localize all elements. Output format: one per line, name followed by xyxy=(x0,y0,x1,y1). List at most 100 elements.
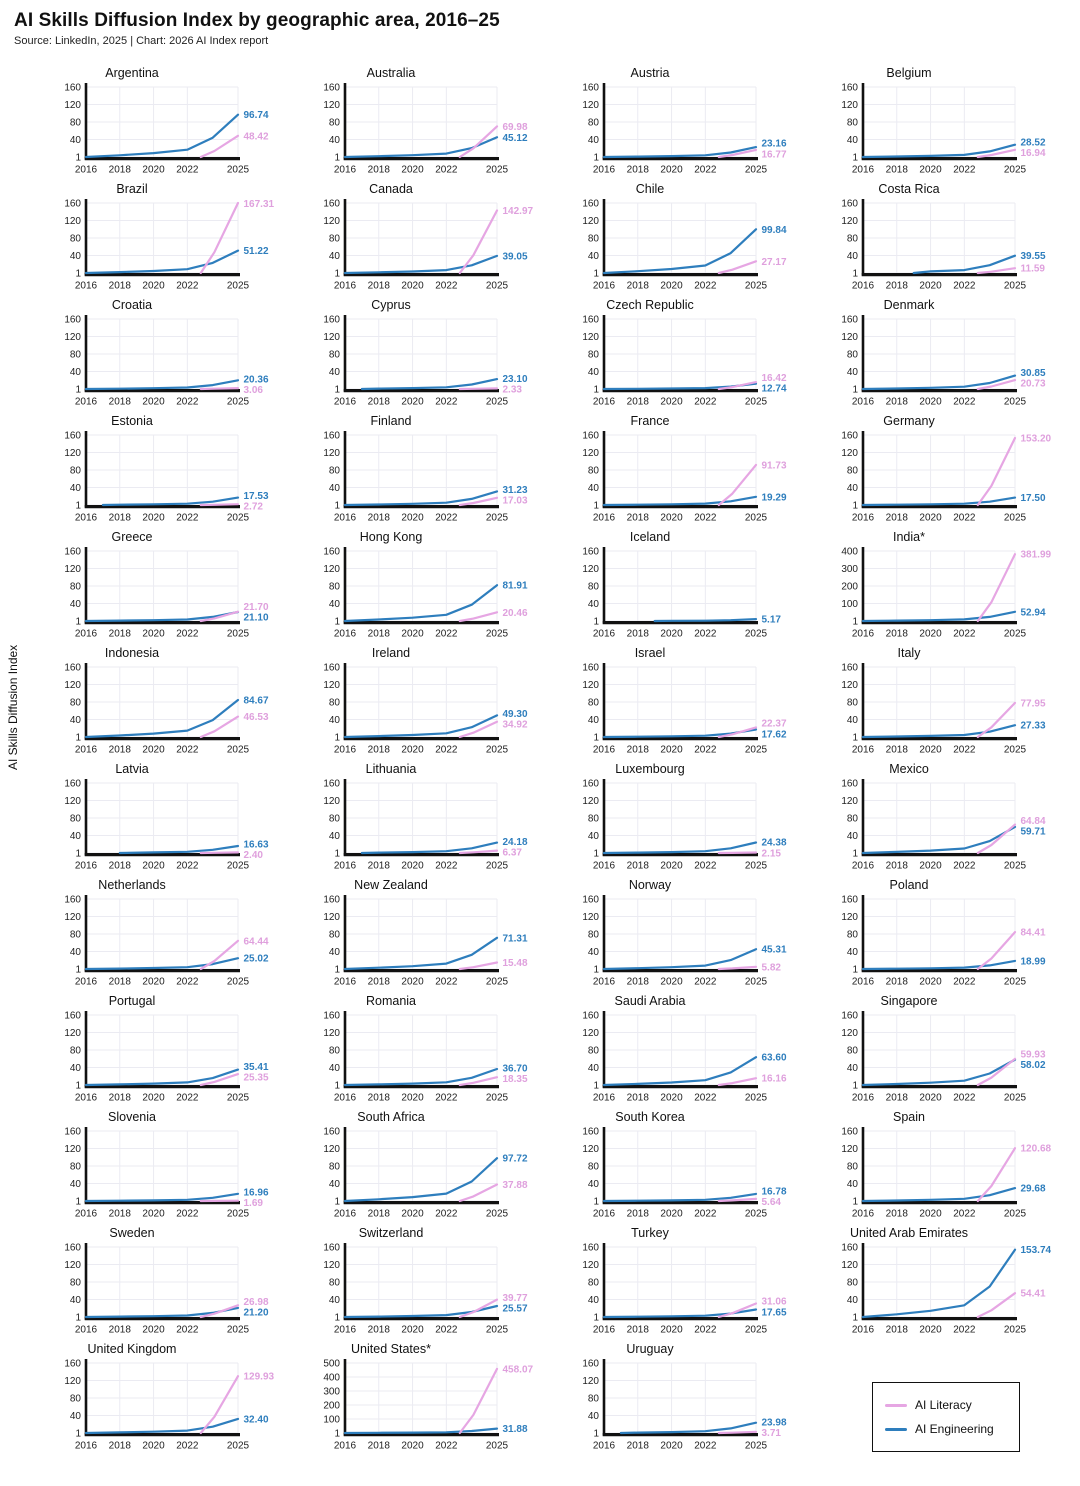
engineering-value-label: 45.31 xyxy=(762,945,787,956)
svg-text:120: 120 xyxy=(64,1144,81,1155)
svg-text:160: 160 xyxy=(323,663,340,674)
literacy-value-label: 37.88 xyxy=(503,1180,528,1191)
engineering-value-label: 23.98 xyxy=(762,1417,787,1428)
svg-text:160: 160 xyxy=(64,663,81,674)
svg-text:40: 40 xyxy=(329,715,341,726)
svg-text:2025: 2025 xyxy=(1004,397,1027,408)
svg-text:160: 160 xyxy=(64,1127,81,1138)
chart-title: Uruguay xyxy=(626,1342,674,1356)
svg-text:2025: 2025 xyxy=(486,281,509,292)
engineering-line xyxy=(861,1058,1017,1087)
svg-text:120: 120 xyxy=(64,332,81,343)
svg-text:160: 160 xyxy=(64,199,81,210)
svg-text:1: 1 xyxy=(334,1197,340,1208)
svg-text:2016: 2016 xyxy=(593,165,616,176)
svg-text:160: 160 xyxy=(841,83,858,94)
svg-text:2018: 2018 xyxy=(109,165,132,176)
literacy-line xyxy=(717,1430,758,1435)
svg-text:2025: 2025 xyxy=(227,745,250,756)
engineering-value-label: 49.30 xyxy=(503,709,528,720)
svg-text:1: 1 xyxy=(334,1081,340,1092)
svg-text:2020: 2020 xyxy=(401,1209,424,1220)
svg-text:2020: 2020 xyxy=(660,1093,683,1104)
svg-text:2025: 2025 xyxy=(745,1441,768,1452)
svg-text:160: 160 xyxy=(323,1011,340,1022)
svg-text:2022: 2022 xyxy=(953,397,976,408)
svg-text:80: 80 xyxy=(70,1046,82,1057)
svg-text:2020: 2020 xyxy=(142,861,165,872)
literacy-value-label: 3.06 xyxy=(244,385,264,396)
literacy-value-label: 16.77 xyxy=(762,149,787,160)
svg-text:40: 40 xyxy=(847,831,859,842)
chart-plot: 1 40 80 120 160 2016 2018 2020 2022 2025 19.29 91.7… xyxy=(582,431,787,524)
engineering-line xyxy=(602,495,758,507)
engineering-line xyxy=(602,1192,758,1203)
chart-united-states: United States* 1 100 200 300 400 500 2016 2018 20… xyxy=(299,1340,558,1456)
svg-text:120: 120 xyxy=(64,912,81,923)
svg-text:2020: 2020 xyxy=(919,745,942,756)
svg-text:40: 40 xyxy=(329,1179,341,1190)
svg-text:1: 1 xyxy=(75,617,81,628)
literacy-value-label: 6.37 xyxy=(503,847,523,858)
engineering-line xyxy=(343,254,499,275)
engineering-line xyxy=(861,496,1017,507)
svg-text:2022: 2022 xyxy=(953,281,976,292)
svg-text:2020: 2020 xyxy=(401,1441,424,1452)
svg-text:2016: 2016 xyxy=(75,1325,98,1336)
svg-text:40: 40 xyxy=(847,135,859,146)
svg-text:2018: 2018 xyxy=(627,165,650,176)
chart-plot: 1 40 80 120 160 2016 2018 2020 2022 2025 16.961.69 xyxy=(64,1127,269,1220)
svg-text:40: 40 xyxy=(847,1295,859,1306)
svg-text:80: 80 xyxy=(70,1162,82,1173)
svg-text:2016: 2016 xyxy=(334,861,357,872)
chart-plot: 1 40 80 120 160 2016 2018 2020 2022 2025 21.1021.7… xyxy=(64,547,269,640)
svg-text:100: 100 xyxy=(323,1415,340,1426)
literacy-line xyxy=(717,1077,758,1087)
svg-text:2020: 2020 xyxy=(142,629,165,640)
svg-text:2016: 2016 xyxy=(334,1093,357,1104)
svg-text:40: 40 xyxy=(329,1295,341,1306)
literacy-line xyxy=(976,1147,1017,1203)
svg-text:160: 160 xyxy=(323,83,340,94)
svg-text:80: 80 xyxy=(847,930,859,941)
literacy-value-label: 2.40 xyxy=(244,850,264,861)
chart-plot: 1 40 80 120 160 2016 2018 2020 2022 2025 24.186.37 xyxy=(323,779,528,872)
svg-text:2020: 2020 xyxy=(401,745,424,756)
literacy-line xyxy=(458,1298,499,1319)
svg-text:2018: 2018 xyxy=(368,1441,391,1452)
engineering-value-label: 71.31 xyxy=(503,933,528,944)
svg-text:40: 40 xyxy=(588,1411,600,1422)
chart-plot: 1 40 80 120 160 2016 2018 2020 2022 2025 58.0259.9… xyxy=(841,1011,1046,1104)
svg-text:2016: 2016 xyxy=(75,513,98,524)
chart-plot: 1 40 80 120 160 2016 2018 2020 2022 2025 31.2317.0… xyxy=(323,431,528,524)
chart-title: Portugal xyxy=(108,994,156,1008)
svg-text:1: 1 xyxy=(852,269,858,280)
chart-germany: Germany 1 40 80 120 160 2016 2018 2020 2022 2025 17… xyxy=(817,412,1076,528)
svg-text:2022: 2022 xyxy=(176,1441,199,1452)
svg-text:40: 40 xyxy=(847,1063,859,1074)
svg-text:40: 40 xyxy=(329,367,341,378)
chart-plot: 1 40 80 120 160 2016 2018 2020 2022 2025 97.72 37.8… xyxy=(323,1127,528,1220)
chart-title: Greece xyxy=(111,530,153,544)
engineering-line xyxy=(861,959,1017,971)
svg-text:2016: 2016 xyxy=(75,1441,98,1452)
svg-text:40: 40 xyxy=(329,483,341,494)
svg-text:2022: 2022 xyxy=(694,513,717,524)
svg-text:2020: 2020 xyxy=(660,513,683,524)
literacy-line xyxy=(717,148,758,159)
svg-text:1: 1 xyxy=(334,733,340,744)
svg-text:80: 80 xyxy=(588,350,600,361)
literacy-value-label: 20.46 xyxy=(503,608,528,619)
svg-text:2025: 2025 xyxy=(486,1093,509,1104)
svg-text:2025: 2025 xyxy=(227,977,250,988)
chart-united-kingdom: United Kingdom 1 40 80 120 160 2016 2018 2020 202… xyxy=(40,1340,299,1456)
engineering-line xyxy=(602,841,758,855)
svg-text:2018: 2018 xyxy=(109,397,132,408)
svg-text:2022: 2022 xyxy=(176,165,199,176)
svg-text:2020: 2020 xyxy=(401,513,424,524)
svg-text:2022: 2022 xyxy=(694,397,717,408)
svg-text:80: 80 xyxy=(70,1394,82,1405)
svg-text:2025: 2025 xyxy=(745,861,768,872)
svg-text:120: 120 xyxy=(64,564,81,575)
literacy-value-label: 26.98 xyxy=(244,1297,269,1308)
